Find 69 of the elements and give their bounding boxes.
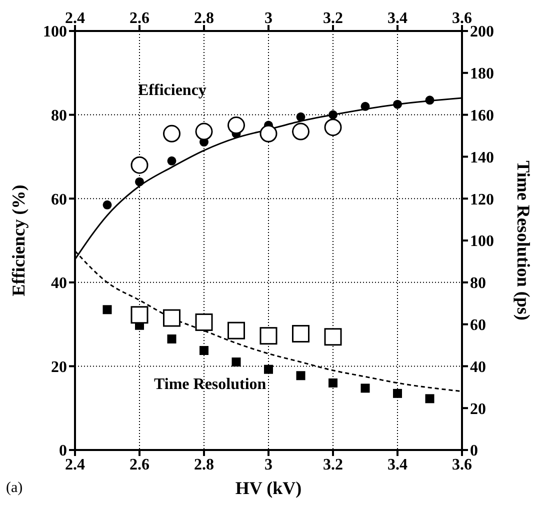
- y2-tick-label: 120: [470, 191, 494, 208]
- point: [130, 306, 148, 324]
- point: [228, 116, 245, 134]
- y-tick-label: 60: [51, 191, 67, 208]
- y2-tick-label: 20: [470, 400, 486, 418]
- point: [296, 112, 306, 122]
- y-tick-label: 40: [51, 275, 67, 292]
- point: [425, 96, 434, 105]
- x-axis-title: HV (kV): [235, 478, 302, 498]
- x2-tick-label: 2.8: [194, 456, 214, 474]
- point: [328, 110, 338, 120]
- point: [195, 122, 213, 140]
- x-tick-label: 3.4: [388, 10, 408, 27]
- annotation: Efficiency: [138, 82, 206, 100]
- x-tick-label: 3: [264, 10, 272, 27]
- point: [167, 156, 176, 166]
- y2-tick-label: 100: [470, 233, 494, 250]
- y-tick-label: 80: [51, 107, 67, 124]
- x-tick-label: 3.6: [452, 10, 472, 27]
- point: [102, 305, 112, 314]
- point: [328, 378, 338, 388]
- point: [260, 124, 278, 142]
- y-tick-label: 20: [51, 358, 67, 376]
- y2-tick-label: 180: [470, 66, 494, 83]
- point: [292, 122, 310, 140]
- point: [163, 309, 180, 327]
- x-tick-label: 2.4: [65, 10, 85, 27]
- x-tick-label: 2.8: [194, 10, 214, 27]
- x2-tick-label: 2.6: [130, 456, 150, 474]
- y2-tick-label: 160: [470, 107, 494, 124]
- point: [264, 364, 273, 374]
- x2-tick-label: 3.6: [452, 456, 472, 474]
- point: [360, 102, 370, 111]
- y2-axis-title: Time Resolution (ps): [514, 160, 534, 320]
- y2-tick-label: 40: [470, 358, 486, 376]
- text: (a): [6, 480, 23, 497]
- point: [200, 346, 208, 355]
- point: [163, 124, 180, 142]
- point: [228, 322, 245, 340]
- y-axis-title: Efficiency (%): [8, 184, 28, 296]
- point: [102, 200, 112, 210]
- y2-tick-label: 140: [470, 149, 494, 166]
- point: [324, 118, 342, 136]
- x-tick-label: 2.6: [130, 10, 150, 27]
- y-tick-label: 0: [59, 442, 67, 460]
- point: [260, 327, 278, 345]
- point: [292, 324, 310, 342]
- point: [232, 358, 241, 367]
- x2-tick-label: 3.2: [323, 456, 343, 474]
- x-tick-label: 3.2: [323, 10, 343, 27]
- point: [425, 394, 434, 404]
- y-tick-label: 100: [43, 24, 67, 41]
- point: [393, 388, 402, 398]
- y2-tick-label: 80: [470, 275, 486, 292]
- annotation: Time Resolution: [154, 376, 266, 394]
- point: [195, 313, 213, 331]
- y2-tick-label: 0: [470, 442, 478, 460]
- point: [296, 371, 306, 380]
- point: [324, 328, 342, 346]
- point: [135, 177, 144, 186]
- point: [393, 100, 402, 109]
- x2-tick-label: 3.4: [388, 456, 408, 474]
- point: [130, 156, 148, 174]
- y2-tick-label: 200: [470, 24, 494, 41]
- x2-tick-label: 2.4: [65, 456, 85, 474]
- point: [360, 384, 370, 393]
- point: [167, 334, 176, 344]
- x2-tick-label: 3: [264, 456, 272, 474]
- y2-tick-label: 60: [470, 316, 486, 334]
